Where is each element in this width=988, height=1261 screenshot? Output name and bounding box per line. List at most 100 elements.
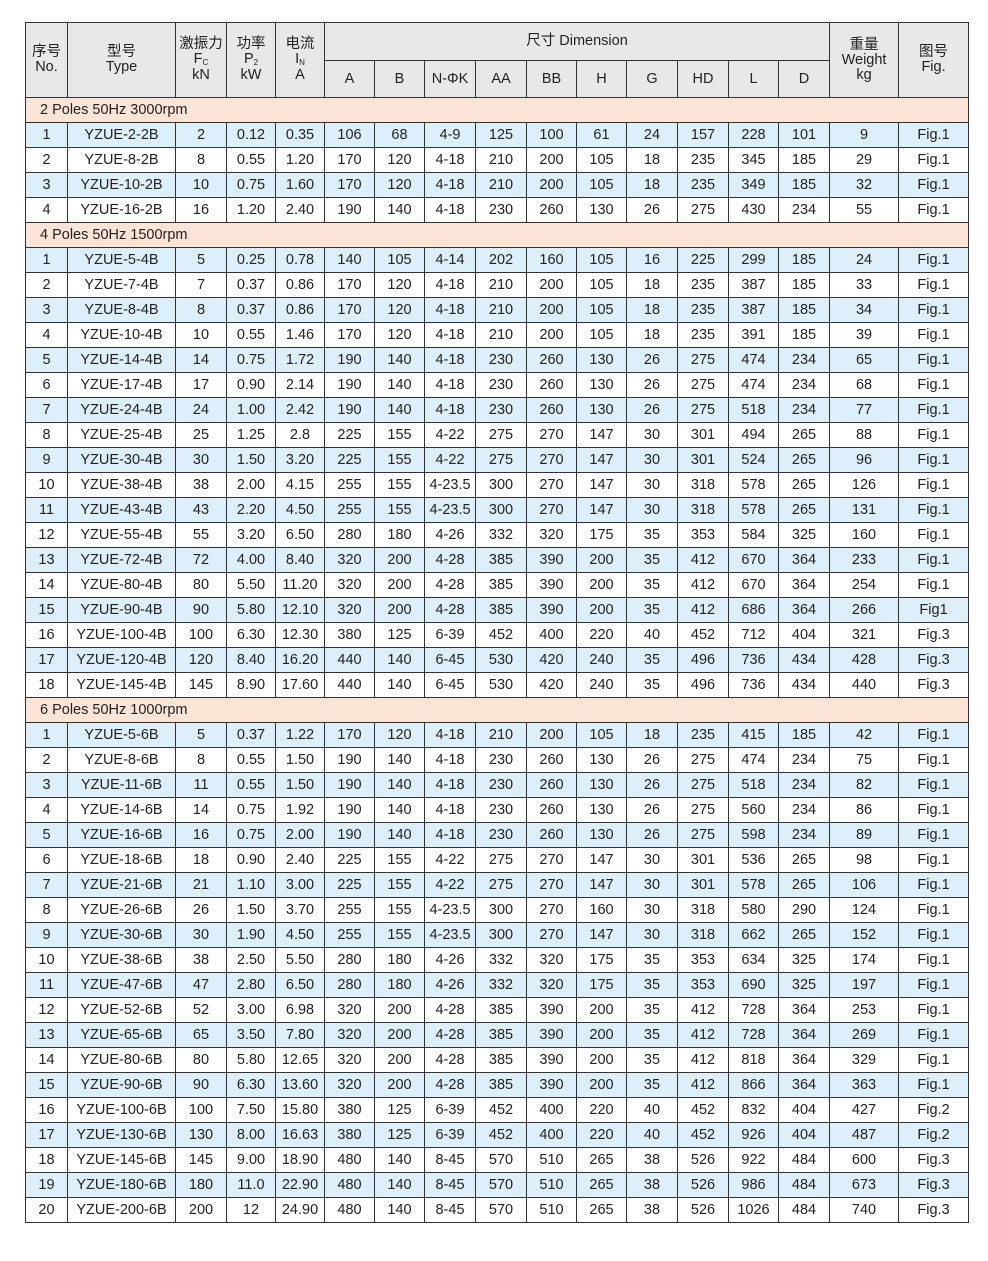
table-cell: 1 <box>25 722 68 748</box>
table-cell: 496 <box>677 672 729 698</box>
table-cell: 1.20 <box>226 197 276 223</box>
table-row: 3 YZUE-10-2B 10 0.75 1.60 170 120 4-18 210 200 105… <box>25 172 970 198</box>
table-cell: 4-23.5 <box>424 497 476 523</box>
table-cell: 275 <box>677 797 729 823</box>
table-cell: 510 <box>526 1197 577 1223</box>
header-dim-1: B <box>374 60 425 98</box>
table-cell: 175 <box>576 947 627 973</box>
table-cell: 12 <box>25 522 68 548</box>
table-cell: 26 <box>626 747 678 773</box>
header-dim-9: D <box>777 60 831 98</box>
table-cell: 16.20 <box>275 647 325 673</box>
table-cell: 19 <box>25 1172 68 1198</box>
table-cell: 130 <box>576 797 627 823</box>
table-cell: 320 <box>324 1072 375 1098</box>
table-cell: 180 <box>374 947 425 973</box>
table-cell: 6.50 <box>275 522 325 548</box>
table-cell: 225 <box>324 847 375 873</box>
table-cell: 1 <box>25 247 68 273</box>
table-cell: 15 <box>25 597 68 623</box>
table-row: 5 YZUE-16-6B 16 0.75 2.00 190 140 4-18 230 260 130… <box>25 822 970 848</box>
table-cell: 4-18 <box>424 722 476 748</box>
table-cell: 364 <box>777 1022 831 1048</box>
table-cell: YZUE-18-6B <box>67 847 176 873</box>
table-cell: 30 <box>626 872 678 898</box>
table-cell: 275 <box>475 447 527 473</box>
table-cell: 400 <box>526 1097 577 1123</box>
table-cell: 380 <box>324 622 375 648</box>
table-cell: 0.55 <box>226 747 276 773</box>
table-row: 11 YZUE-47-6B 47 2.80 6.50 280 180 4-26 332 320 17… <box>25 972 970 998</box>
table-cell: 15 <box>25 1072 68 1098</box>
table-row: 1 YZUE-2-2B 2 0.12 0.35 106 68 4-9 125 100 61 24 157… <box>25 122 970 148</box>
table-cell: 140 <box>324 247 375 273</box>
table-cell: 275 <box>677 772 729 798</box>
table-cell: 7.80 <box>275 1022 325 1048</box>
table-cell: 35 <box>626 672 678 698</box>
table-cell: 200 <box>526 272 577 298</box>
table-cell: 260 <box>526 747 577 773</box>
table-cell: Fig.2 <box>898 1097 970 1123</box>
table-cell: 321 <box>829 622 900 648</box>
table-cell: 8 <box>175 147 227 173</box>
table-cell: 301 <box>677 422 729 448</box>
table-cell: 3.00 <box>275 872 325 898</box>
table-cell: 524 <box>728 447 779 473</box>
table-cell: 4-18 <box>424 797 476 823</box>
table-cell: 301 <box>677 847 729 873</box>
table-cell: 266 <box>829 597 900 623</box>
table-cell: 18.90 <box>275 1147 325 1173</box>
table-cell: 200 <box>576 997 627 1023</box>
table-cell: 260 <box>526 797 577 823</box>
table-cell: 2.42 <box>275 397 325 423</box>
table-row: 11 YZUE-43-4B 43 2.20 4.50 255 155 4-23.5 300 270… <box>25 497 970 523</box>
header-dim-0: A <box>324 60 375 98</box>
table-cell: YZUE-130-6B <box>67 1122 176 1148</box>
table-cell: 200 <box>526 722 577 748</box>
table-cell: 4-18 <box>424 397 476 423</box>
table-cell: 200 <box>576 1072 627 1098</box>
table-cell: Fig.1 <box>898 872 970 898</box>
table-cell: 210 <box>475 722 527 748</box>
table-cell: 2 <box>25 747 68 773</box>
table-cell: 6 <box>25 847 68 873</box>
table-cell: 4-18 <box>424 747 476 773</box>
table-cell: YZUE-43-4B <box>67 497 176 523</box>
table-cell: 225 <box>324 447 375 473</box>
table-cell: 235 <box>677 272 729 298</box>
table-cell: 390 <box>526 597 577 623</box>
table-cell: 380 <box>324 1097 375 1123</box>
table-cell: 130 <box>576 347 627 373</box>
table-cell: 412 <box>677 597 729 623</box>
table-cell: 75 <box>829 747 900 773</box>
table-cell: 4-22 <box>424 847 476 873</box>
table-cell: 18 <box>626 272 678 298</box>
table-cell: 430 <box>728 197 779 223</box>
table-cell: 270 <box>526 847 577 873</box>
table-cell: 210 <box>475 272 527 298</box>
table-cell: 275 <box>475 422 527 448</box>
table-cell: 364 <box>777 1072 831 1098</box>
table-cell: 412 <box>677 572 729 598</box>
table-cell: 35 <box>626 947 678 973</box>
table-cell: 1.20 <box>275 147 325 173</box>
table-cell: 210 <box>475 172 527 198</box>
table-cell: 197 <box>829 972 900 998</box>
table-cell: 434 <box>777 672 831 698</box>
table-cell: 234 <box>777 822 831 848</box>
table-cell: YZUE-100-6B <box>67 1097 176 1123</box>
table-cell: 175 <box>576 522 627 548</box>
table-cell: 265 <box>777 872 831 898</box>
table-cell: 320 <box>526 947 577 973</box>
table-cell: 185 <box>777 147 831 173</box>
table-cell: 0.86 <box>275 272 325 298</box>
table-cell: Fig.1 <box>898 372 970 398</box>
table-cell: 280 <box>324 972 375 998</box>
table-cell: 866 <box>728 1072 779 1098</box>
table-cell: 6.50 <box>275 972 325 998</box>
table-cell: 147 <box>576 472 627 498</box>
table-cell: 387 <box>728 297 779 323</box>
table-cell: 5.80 <box>226 1047 276 1073</box>
table-cell: 170 <box>324 172 375 198</box>
section-header: 4 Poles 50Hz 1500rpm <box>24 222 970 248</box>
